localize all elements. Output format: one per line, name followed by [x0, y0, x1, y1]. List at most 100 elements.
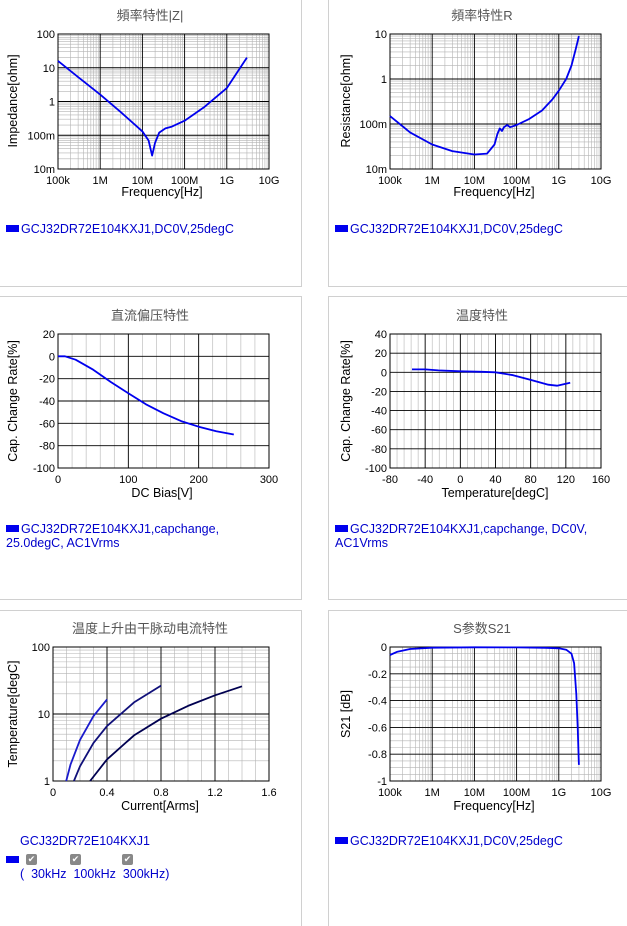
checkbox-labels: ( 30kHz 100kHz 300kHz) — [20, 867, 170, 881]
major-grid — [389, 33, 602, 170]
series-line — [412, 368, 571, 387]
x-tick-label: 1M — [425, 787, 440, 799]
minor-grid — [390, 646, 601, 782]
x-tick-label: 100M — [503, 175, 531, 187]
plot-frame — [57, 33, 270, 170]
plot-frame — [57, 333, 270, 469]
legend-text: GCJ32DR72E104KXJ1,capchange, 25.0degC, A… — [6, 522, 220, 550]
y-tick-label: -40 — [371, 406, 387, 418]
y-tick-label: 10m — [34, 164, 55, 176]
x-tick-label: 10M — [132, 175, 153, 187]
chart-title: 頻率特性R — [451, 8, 512, 23]
legend-resistance: GCJ32DR72E104KXJ1,DC0V,25degC — [335, 222, 563, 236]
y-tick-label: -20 — [371, 386, 387, 398]
y-tick-label: 10 — [375, 29, 387, 41]
y-tick-label: 1 — [44, 776, 50, 788]
checkbox-100khz[interactable]: ✔ — [70, 854, 81, 866]
y-tick-label: 100m — [359, 119, 387, 131]
x-tick-label: 1G — [219, 175, 234, 187]
x-axis-label: Temperature[degC] — [441, 486, 548, 500]
series-line — [389, 646, 580, 765]
x-axis-label: Current[Arms] — [121, 799, 199, 813]
x-tick-label: 10G — [591, 175, 612, 187]
x-tick-label: 100M — [171, 175, 199, 187]
legend-temperature: GCJ32DR72E104KXJ1,capchange, DC0V, AC1Vr… — [335, 522, 605, 550]
checkbox-300khz[interactable]: ✔ — [122, 854, 133, 866]
panel-dc-bias: 直流偏压特性 0 100 200 300 20 0 -20 -40 -60 -80 -100 DC Bi… — [0, 296, 302, 600]
chart-title: 温度上升由干脉动电流特性 — [72, 621, 228, 636]
x-tick-label: 40 — [489, 474, 501, 486]
y-tick-label: 1 — [49, 97, 55, 109]
x-tick-label: 0.8 — [153, 787, 168, 799]
x-tick-label: 200 — [189, 474, 207, 486]
panel-s21: S参数S21 100k 1M 10M 100M 1G 10G 0 -0.2 -0.4 -0.6 -0.… — [328, 610, 627, 926]
y-tick-label: -80 — [39, 441, 55, 453]
y-tick-label: 0 — [49, 351, 55, 363]
y-tick-label: 40 — [375, 329, 387, 341]
x-tick-label: 160 — [592, 474, 610, 486]
x-tick-label: 10M — [464, 787, 485, 799]
chart-title: 頻率特性|Z| — [117, 8, 184, 23]
y-tick-label: -1 — [377, 776, 387, 788]
chart-resistance: 頻率特性R 100k 1M 10M 100M 1G 10G 10m 100m 1 10 Frequen… — [339, 8, 612, 199]
x-tick-label: 10G — [259, 175, 280, 187]
plot-frame — [389, 333, 602, 469]
chart-title: 温度特性 — [456, 308, 508, 323]
plot-frame — [52, 646, 270, 782]
x-tick-label: 1M — [93, 175, 108, 187]
y-tick-label: -60 — [39, 418, 55, 430]
x-tick-label: 1G — [551, 175, 566, 187]
x-axis-label: Frequency[Hz] — [121, 185, 202, 199]
chart-title: S参数S21 — [453, 621, 511, 636]
y-axis-label: Temperature[degC] — [6, 660, 20, 767]
y-tick-label: 0 — [381, 642, 387, 654]
x-tick-label: 1.2 — [207, 787, 222, 799]
legend-swatch — [335, 837, 348, 845]
x-tick-label: 0 — [457, 474, 463, 486]
x-axis-label: Frequency[Hz] — [453, 185, 534, 199]
y-tick-label: -0.8 — [368, 749, 387, 761]
series-line — [389, 35, 580, 156]
y-tick-label: -0.4 — [368, 696, 387, 708]
y-tick-label: -100 — [33, 463, 55, 475]
panel-resistance: 頻率特性R 100k 1M 10M 100M 1G 10G 10m 100m 1 10 Frequen… — [328, 0, 627, 287]
frequency-checkboxes: ✔ ✔ ✔ — [6, 852, 206, 866]
legend-swatch — [6, 856, 19, 863]
legend-ripple-current: GCJ32DR72E104KXJ1 — [20, 834, 150, 848]
x-tick-label: 0 — [50, 787, 56, 799]
series-line — [89, 685, 243, 782]
x-tick-label: 80 — [525, 474, 537, 486]
legend-swatch — [6, 225, 19, 233]
chart-temperature: 温度特性-80 -40 0 40 80 120 16040200-20-40-60-80-1… — [339, 308, 610, 500]
y-axis-label: S21 [dB] — [339, 690, 353, 738]
x-tick-label: 10M — [464, 175, 485, 187]
legend-dc-bias: GCJ32DR72E104KXJ1,capchange, 25.0degC, A… — [6, 522, 256, 550]
y-axis-label: Resistance[ohm] — [339, 54, 353, 147]
x-tick-label: 100k — [378, 175, 402, 187]
legend-swatch — [335, 525, 348, 533]
x-tick-label: 1M — [425, 175, 440, 187]
panel-impedance: 頻率特性|Z| 100k 1M 10M 100M 1G 10G 10m 100m 1 10 100 Fr… — [0, 0, 302, 287]
plot-frame — [389, 33, 602, 170]
x-tick-label: 100 — [119, 474, 137, 486]
chart-title: 直流偏压特性 — [111, 308, 189, 323]
chart-s21: S参数S21 100k 1M 10M 100M 1G 10G 0 -0.2 -0.4 -0.6 -0.… — [339, 621, 612, 813]
y-tick-label: 20 — [43, 329, 55, 341]
minor-grid — [390, 34, 601, 169]
y-axis-label: Cap. Change Rate[%] — [6, 340, 20, 462]
checkbox-30khz[interactable]: ✔ — [26, 854, 37, 866]
legend-text: GCJ32DR72E104KXJ1 — [20, 834, 150, 848]
y-tick-label: 100m — [27, 130, 55, 142]
series-line — [73, 684, 162, 782]
panel-ripple-current: 温度上升由干脉动电流特性 0 0.4 0.8 1.2 1.6 1 10 100 Current[A… — [0, 610, 302, 926]
y-tick-label: 100 — [32, 642, 50, 654]
x-tick-label: -80 — [382, 474, 398, 486]
chart-impedance: 頻率特性|Z| 100k 1M 10M 100M 1G 10G 10m 100m 1 10 100 Fr… — [6, 8, 280, 199]
x-tick-label: 100k — [46, 175, 70, 187]
legend-text: GCJ32DR72E104KXJ1,DC0V,25degC — [350, 834, 563, 848]
x-tick-label: 10G — [591, 787, 612, 799]
y-axis-label: Impedance[ohm] — [6, 54, 20, 147]
legend-text: GCJ32DR72E104KXJ1,DC0V,25degC — [350, 222, 563, 236]
series-line — [57, 57, 248, 157]
